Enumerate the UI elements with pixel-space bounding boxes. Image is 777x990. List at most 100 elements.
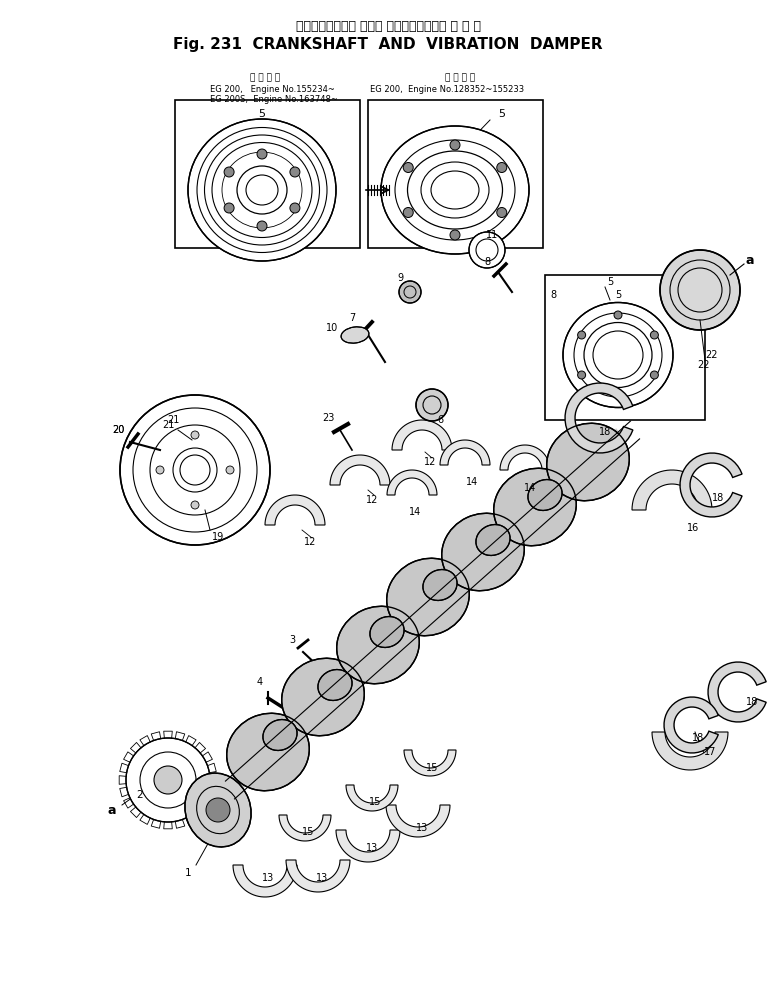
- Bar: [368, 100, 543, 248]
- Text: 11: 11: [486, 230, 498, 240]
- Ellipse shape: [381, 126, 529, 254]
- Text: 20: 20: [112, 425, 124, 435]
- Polygon shape: [565, 383, 633, 452]
- Text: a: a: [108, 804, 117, 817]
- Ellipse shape: [493, 468, 577, 545]
- Text: 18: 18: [746, 697, 758, 707]
- Text: 9: 9: [397, 273, 403, 283]
- Circle shape: [450, 230, 460, 240]
- Polygon shape: [286, 860, 350, 892]
- Polygon shape: [440, 440, 490, 465]
- Text: 21: 21: [167, 415, 179, 425]
- Circle shape: [650, 331, 658, 339]
- Text: 15: 15: [301, 827, 314, 837]
- Ellipse shape: [370, 617, 404, 647]
- Circle shape: [497, 162, 507, 172]
- Circle shape: [577, 331, 586, 339]
- Circle shape: [224, 167, 234, 177]
- Circle shape: [257, 221, 267, 231]
- Text: 17: 17: [704, 747, 716, 757]
- Polygon shape: [330, 455, 390, 485]
- Polygon shape: [680, 453, 742, 517]
- Text: 15: 15: [369, 797, 382, 807]
- Polygon shape: [387, 470, 437, 495]
- Polygon shape: [708, 662, 766, 722]
- Polygon shape: [346, 785, 398, 811]
- Text: 13: 13: [316, 873, 328, 883]
- Circle shape: [290, 167, 300, 177]
- Circle shape: [154, 766, 182, 794]
- Text: 18: 18: [692, 733, 704, 743]
- Ellipse shape: [185, 773, 251, 847]
- Polygon shape: [233, 865, 297, 897]
- Circle shape: [126, 738, 210, 822]
- Polygon shape: [500, 446, 550, 470]
- Ellipse shape: [441, 513, 524, 591]
- Circle shape: [224, 203, 234, 213]
- Text: クランクシャフト および バイブレーション ダ ン パ: クランクシャフト および バイブレーション ダ ン パ: [295, 21, 480, 34]
- Text: 8: 8: [550, 290, 556, 300]
- Text: 5: 5: [615, 290, 621, 300]
- Circle shape: [403, 208, 413, 218]
- Ellipse shape: [188, 119, 336, 261]
- Text: 3: 3: [289, 635, 295, 645]
- Text: 7: 7: [349, 313, 355, 323]
- Text: 13: 13: [366, 843, 378, 853]
- Text: 5: 5: [607, 277, 613, 287]
- Circle shape: [416, 389, 448, 421]
- Text: 12: 12: [423, 457, 436, 467]
- Polygon shape: [632, 470, 712, 510]
- Ellipse shape: [547, 424, 629, 501]
- Text: 2: 2: [137, 790, 143, 800]
- Text: EG 200S,  Engine No.163748~: EG 200S, Engine No.163748~: [210, 94, 338, 104]
- Text: a: a: [746, 253, 754, 266]
- Circle shape: [450, 140, 460, 150]
- Ellipse shape: [263, 720, 297, 750]
- Circle shape: [577, 371, 586, 379]
- Ellipse shape: [476, 525, 510, 555]
- Polygon shape: [664, 697, 718, 753]
- Ellipse shape: [318, 669, 352, 701]
- Text: 12: 12: [366, 495, 378, 505]
- Text: 22: 22: [706, 350, 718, 360]
- Text: 15: 15: [426, 763, 438, 773]
- Text: 5: 5: [259, 109, 266, 119]
- Ellipse shape: [246, 175, 278, 205]
- Text: 適 用 号 機: 適 用 号 機: [250, 73, 280, 82]
- Text: 5: 5: [499, 109, 506, 119]
- Circle shape: [156, 466, 164, 474]
- Text: 4: 4: [257, 677, 263, 687]
- Circle shape: [120, 395, 270, 545]
- Circle shape: [257, 149, 267, 159]
- Text: 21: 21: [162, 420, 174, 430]
- Circle shape: [614, 391, 622, 399]
- Circle shape: [469, 232, 505, 268]
- Text: 23: 23: [322, 413, 334, 423]
- Text: 22: 22: [698, 360, 710, 370]
- Circle shape: [206, 798, 230, 822]
- Polygon shape: [652, 732, 728, 770]
- Text: Fig. 231  CRANKSHAFT  AND  VIBRATION  DAMPER: Fig. 231 CRANKSHAFT AND VIBRATION DAMPER: [173, 37, 603, 51]
- Circle shape: [290, 203, 300, 213]
- Text: 1: 1: [185, 868, 191, 878]
- Polygon shape: [279, 815, 331, 841]
- Text: 16: 16: [687, 523, 699, 533]
- Ellipse shape: [282, 658, 364, 736]
- Circle shape: [191, 431, 199, 439]
- Ellipse shape: [336, 606, 420, 684]
- Text: 14: 14: [524, 483, 536, 493]
- Text: 18: 18: [599, 427, 611, 437]
- Text: EG 200,   Engine No.155234~: EG 200, Engine No.155234~: [210, 84, 335, 93]
- Polygon shape: [265, 495, 325, 525]
- Polygon shape: [392, 420, 452, 450]
- Ellipse shape: [341, 327, 369, 344]
- Text: 6: 6: [437, 415, 443, 425]
- Text: 18: 18: [712, 493, 724, 503]
- Ellipse shape: [227, 713, 309, 791]
- Circle shape: [173, 448, 217, 492]
- Text: 13: 13: [416, 823, 428, 833]
- Text: EG 200,  Engine No.128352~155233: EG 200, Engine No.128352~155233: [370, 84, 524, 93]
- Text: 14: 14: [409, 507, 421, 517]
- Text: 適 用 号 機: 適 用 号 機: [445, 73, 475, 82]
- Circle shape: [660, 250, 740, 330]
